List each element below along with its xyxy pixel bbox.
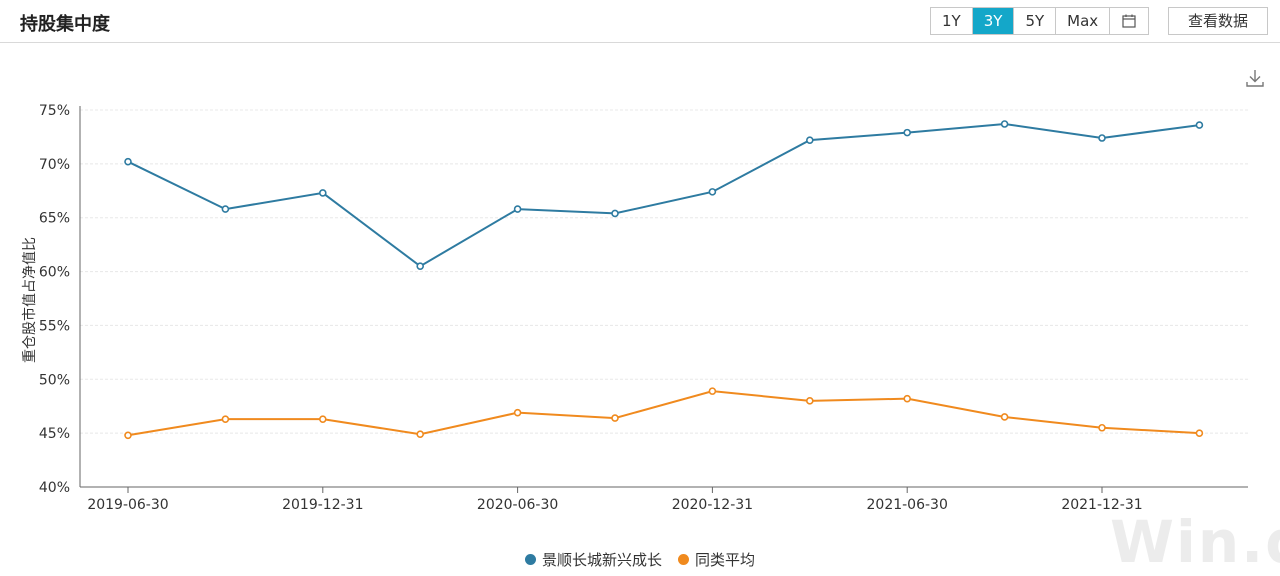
data-point (124, 157, 132, 166)
data-point (708, 188, 717, 196)
data-point (1098, 134, 1106, 142)
legend-dot-average (678, 553, 689, 565)
legend-label-fund: 景顺长城新兴成长 (541, 550, 662, 569)
data-point (903, 394, 912, 403)
legend-label-average: 同类平均 (695, 550, 756, 569)
y-tick-label: 60% (39, 265, 70, 281)
chart-legend: 景顺长城新兴成长 同类平均 (0, 548, 1280, 570)
series-line-1 (127, 390, 1200, 437)
y-tick-label: 55% (39, 318, 70, 334)
data-point (513, 408, 522, 417)
y-tick-label: 70% (39, 157, 70, 173)
data-point (611, 209, 619, 218)
data-point (903, 128, 912, 137)
x-tick-label: 2020-06-30 (477, 497, 558, 513)
y-tick-label: 75% (39, 103, 70, 119)
data-point (318, 415, 327, 423)
data-point (318, 189, 327, 197)
y-tick-label: 45% (39, 426, 70, 442)
range-max-button[interactable]: Max (1056, 8, 1111, 34)
legend-dot-fund (524, 553, 536, 565)
data-point (416, 262, 425, 270)
chart-header: 持股集中度 1Y 3Y 5Y Max 查看数据 (0, 0, 1280, 43)
x-tick-label: 2021-12-31 (1061, 497, 1142, 513)
y-tick-label: 40% (39, 480, 70, 496)
data-point (708, 387, 717, 395)
legend-item-fund[interactable]: 景顺长城新兴成长 (524, 548, 662, 570)
data-point (805, 397, 814, 405)
x-tick-label: 2019-06-30 (87, 497, 168, 513)
series-line-0 (127, 122, 1200, 268)
range-selector: 1Y 3Y 5Y Max (930, 7, 1150, 35)
calendar-button[interactable] (1110, 8, 1149, 34)
x-tick-label: 2019-12-31 (282, 497, 363, 513)
range-1y-button[interactable]: 1Y (931, 8, 973, 34)
data-point (416, 430, 425, 439)
range-3y-button[interactable]: 3Y (972, 8, 1015, 34)
page-title: 持股集中度 (20, 14, 110, 35)
y-axis-label: 重仓股市值占净值比 (21, 237, 38, 363)
range-5y-button[interactable]: 5Y (1014, 8, 1057, 34)
legend-item-average[interactable]: 同类平均 (678, 548, 755, 570)
data-point (221, 415, 230, 423)
data-point (513, 205, 522, 213)
data-point (124, 431, 132, 440)
y-tick-label: 50% (39, 372, 70, 388)
data-point (805, 136, 814, 144)
y-tick-label: 65% (39, 211, 70, 227)
x-tick-label: 2021-06-30 (867, 497, 948, 513)
data-point (1195, 429, 1204, 437)
data-point (1195, 121, 1204, 129)
download-icon[interactable] (1245, 68, 1265, 88)
data-point (1000, 120, 1009, 128)
x-tick-label: 2020-12-31 (672, 497, 753, 513)
view-data-button[interactable]: 查看数据 (1168, 7, 1268, 35)
calendar-icon (1122, 14, 1136, 28)
data-point (1098, 423, 1106, 432)
data-point (1000, 413, 1009, 421)
watermark: Win.d (1110, 508, 1280, 576)
data-point (221, 205, 230, 213)
data-point (611, 414, 619, 422)
